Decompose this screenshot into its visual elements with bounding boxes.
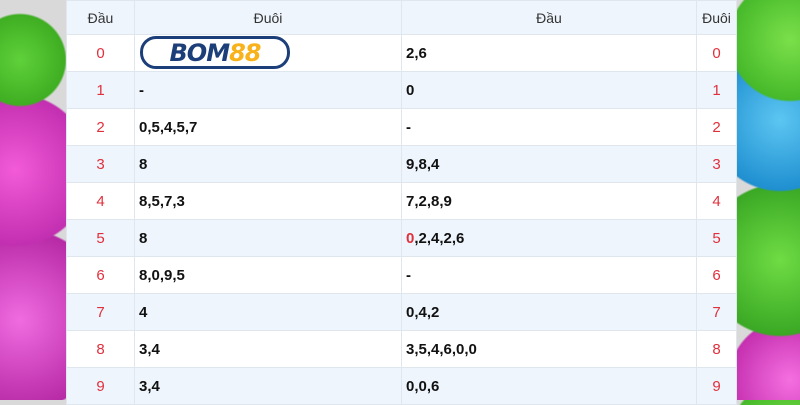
highlight-digit: 0 — [406, 229, 415, 247]
table-row: 7 4 0,4,2 7 — [66, 293, 737, 331]
header-dau: Đầu — [66, 0, 135, 35]
cell-duoi-2: 1 — [696, 71, 737, 109]
table-row: 6 8,0,9,5 - 6 — [66, 256, 737, 294]
cell-duoi-2: 3 — [696, 145, 737, 183]
cell-dau-2: 3,5,4,6,0,0 — [401, 330, 697, 368]
cell-dau-2: 0,2,4,2,6 — [401, 219, 697, 257]
table-row: 2 0,5,4,5,7 - 2 — [66, 108, 737, 146]
cell-duoi-2: 7 — [696, 293, 737, 331]
cell-dau: 8 — [66, 330, 135, 368]
cell-duoi-2: 6 — [696, 256, 737, 294]
table-header: Đầu Đuôi Đầu Đuôi — [66, 0, 737, 35]
cell-dau-2: 0 — [401, 71, 697, 109]
cell-dau: 9 — [66, 367, 135, 405]
header-dau-2: Đầu — [401, 0, 697, 35]
cell-duoi-2: 2 — [696, 108, 737, 146]
cell-duoi: 4 — [134, 293, 402, 331]
cell-dau-2: 9,8,4 — [401, 145, 697, 183]
cell-duoi: 8,0,9,5 — [134, 256, 402, 294]
cell-dau: 7 — [66, 293, 135, 331]
cell-duoi: 3,4 — [134, 367, 402, 405]
cell-duoi-2: 5 — [696, 219, 737, 257]
cell-duoi-2: 8 — [696, 330, 737, 368]
cell-dau: 1 — [66, 71, 135, 109]
cell-dau-2: 0,4,2 — [401, 293, 697, 331]
table-row: 5 8 0,2,4,2,6 5 — [66, 219, 737, 257]
cell-dau: 2 — [66, 108, 135, 146]
table-row: 3 8 9,8,4 3 — [66, 145, 737, 183]
cell-dau: 3 — [66, 145, 135, 183]
table-row: 9 3,4 0,0,6 9 — [66, 367, 737, 405]
header-duoi: Đuôi — [134, 0, 402, 35]
table-row: 1 - 0 1 — [66, 71, 737, 109]
cell-duoi: 3,4 — [134, 330, 402, 368]
cell-duoi: 8 — [134, 219, 402, 257]
bom88-logo: BOM 88 — [140, 36, 290, 69]
cell-duoi-2: 9 — [696, 367, 737, 405]
table-row: 8 3,4 3,5,4,6,0,0 8 — [66, 330, 737, 368]
cell-dau: 4 — [66, 182, 135, 220]
cell-duoi: 0,5,4,5,7 — [134, 108, 402, 146]
cell-dau: 5 — [66, 219, 135, 257]
cell-dau-2: - — [401, 108, 697, 146]
cell-dau: 0 — [66, 34, 135, 72]
cell-dau-2: 0,0,6 — [401, 367, 697, 405]
cell-duoi: - — [134, 71, 402, 109]
cell-dau-2: - — [401, 256, 697, 294]
cell-duoi-2: 4 — [696, 182, 737, 220]
cell-dau-2: 2,6 — [401, 34, 697, 72]
cell-duoi: 8 — [134, 145, 402, 183]
cell-duoi-2: 0 — [696, 34, 737, 72]
header-duoi-2: Đuôi — [696, 0, 737, 35]
table-row: 4 8,5,7,3 7,2,8,9 4 — [66, 182, 737, 220]
cell-dau-2: 7,2,8,9 — [401, 182, 697, 220]
cell-dau: 6 — [66, 256, 135, 294]
cell-duoi: 8,5,7,3 — [134, 182, 402, 220]
